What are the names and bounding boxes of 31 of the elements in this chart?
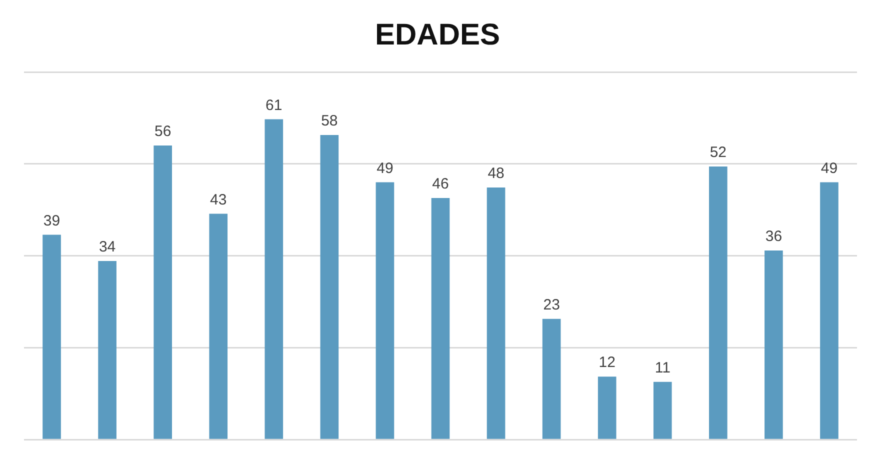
data-label: 52 (710, 144, 727, 162)
data-label: 49 (376, 160, 394, 177)
bar (709, 166, 728, 439)
data-label: 56 (154, 123, 172, 140)
bar (764, 250, 783, 439)
bar (376, 182, 394, 439)
bar (542, 318, 561, 439)
bar (320, 135, 339, 439)
data-label: 58 (321, 112, 338, 130)
data-label: 39 (43, 212, 60, 230)
bar (264, 119, 284, 439)
data-label: 61 (266, 96, 282, 114)
data-label: 12 (598, 354, 616, 372)
bar (653, 382, 672, 439)
bar (431, 198, 450, 439)
data-label: 34 (98, 238, 116, 256)
bar (209, 214, 228, 439)
data-label: 11 (654, 359, 670, 376)
bar (42, 234, 61, 439)
data-label: 46 (432, 176, 449, 193)
bar (98, 261, 116, 439)
data-label: 23 (543, 296, 560, 314)
bar (598, 376, 616, 439)
data-label: 48 (488, 165, 504, 182)
chart-title: EDADES (374, 18, 500, 52)
bar (820, 182, 838, 439)
bar (154, 146, 172, 439)
data-label: 49 (820, 160, 838, 177)
data-label: 36 (765, 228, 782, 246)
data-label: 43 (210, 191, 227, 208)
bar (486, 188, 506, 439)
